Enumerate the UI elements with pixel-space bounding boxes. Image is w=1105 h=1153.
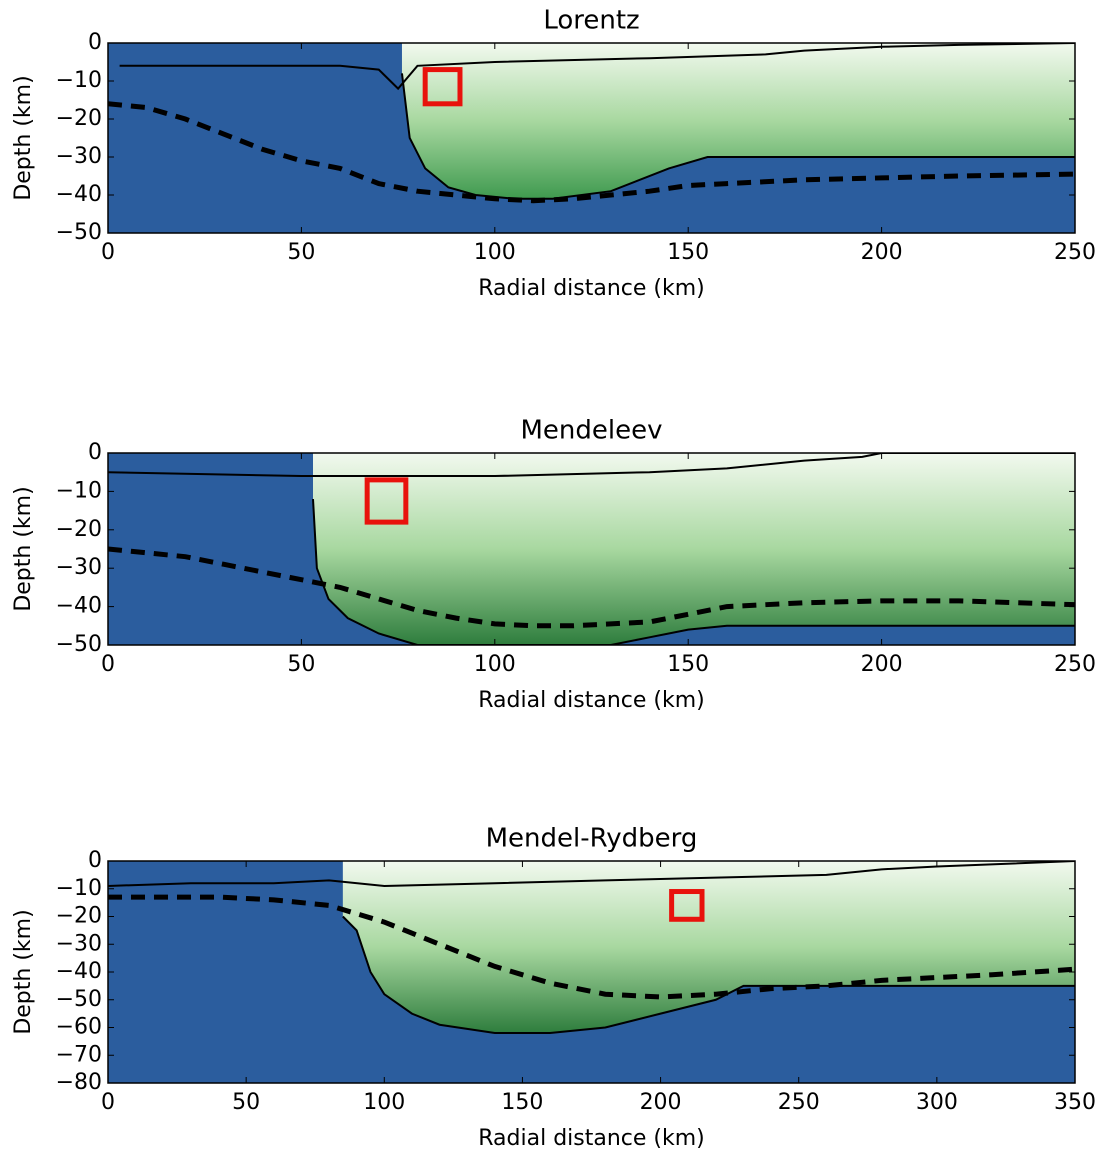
x-tick-label: 50 xyxy=(287,652,315,677)
y-tick-label: 0 xyxy=(88,848,102,873)
x-tick-label: 100 xyxy=(474,652,516,677)
x-axis-label: Radial distance (km) xyxy=(478,688,705,713)
y-tick-label: −10 xyxy=(56,876,102,901)
x-axis-label: Radial distance (km) xyxy=(478,276,705,301)
highlight-box xyxy=(422,67,463,107)
dashed-line xyxy=(108,894,1075,1000)
x-tick-label: 300 xyxy=(916,1090,958,1115)
x-tick-label: 0 xyxy=(101,652,115,677)
chart-title: Lorentz xyxy=(543,6,639,36)
y-tick-label: −40 xyxy=(56,182,102,207)
axes-frame xyxy=(107,452,1076,646)
y-tick-label: −50 xyxy=(56,987,102,1012)
y-axis-label: Depth (km) xyxy=(11,75,36,200)
y-axis-label: Depth (km) xyxy=(11,486,36,611)
dashed-line xyxy=(108,101,1075,204)
plot-area xyxy=(108,43,1075,233)
plot-area xyxy=(108,453,1075,645)
layer-fill xyxy=(313,453,1075,645)
y-tick-label: −10 xyxy=(56,68,102,93)
x-tick-label: 150 xyxy=(667,652,709,677)
layer-fill xyxy=(342,861,1075,1034)
y-tick-label: −40 xyxy=(56,594,102,619)
x-tick-label: 0 xyxy=(101,240,115,265)
chart-title: Mendeleev xyxy=(520,416,662,446)
x-tick-label: 350 xyxy=(1054,1090,1096,1115)
y-tick-label: −20 xyxy=(56,517,102,542)
dashed-line xyxy=(108,546,1075,629)
y-tick-label: −20 xyxy=(56,904,102,929)
x-tick-label: 250 xyxy=(1054,652,1096,677)
x-tick-label: 0 xyxy=(101,1090,115,1115)
y-tick-label: −30 xyxy=(56,144,102,169)
layer-fill xyxy=(401,43,1075,199)
x-tick-label: 100 xyxy=(474,240,516,265)
x-tick-label: 50 xyxy=(232,1090,260,1115)
y-tick-label: −50 xyxy=(56,632,102,657)
y-tick-label: −20 xyxy=(56,106,102,131)
y-axis-label: Depth (km) xyxy=(11,909,36,1034)
boundary-line xyxy=(108,861,1075,887)
boundary-line xyxy=(312,499,1075,645)
highlight-box xyxy=(364,477,409,525)
boundary-line xyxy=(342,915,1075,1035)
x-tick-label: 200 xyxy=(861,652,903,677)
x-tick-label: 50 xyxy=(287,240,315,265)
x-tick-label: 200 xyxy=(640,1090,682,1115)
highlight-box xyxy=(669,889,705,922)
x-axis-label: Radial distance (km) xyxy=(478,1126,705,1151)
boundary-line xyxy=(108,453,1075,478)
x-tick-label: 150 xyxy=(501,1090,543,1115)
y-tick-label: −70 xyxy=(56,1042,102,1067)
x-tick-label: 200 xyxy=(861,240,903,265)
x-tick-label: 150 xyxy=(667,240,709,265)
x-tick-label: 250 xyxy=(778,1090,820,1115)
y-tick-label: 0 xyxy=(88,30,102,55)
y-tick-label: −80 xyxy=(56,1070,102,1095)
plot-area xyxy=(108,861,1075,1083)
chart-title: Mendel-Rydberg xyxy=(486,824,698,854)
axes-frame xyxy=(107,42,1076,234)
y-tick-label: 0 xyxy=(88,440,102,465)
x-tick-label: 100 xyxy=(363,1090,405,1115)
y-tick-label: −30 xyxy=(56,931,102,956)
boundary-line xyxy=(119,43,1075,91)
y-tick-label: −30 xyxy=(56,555,102,580)
y-tick-label: −40 xyxy=(56,959,102,984)
x-tick-label: 250 xyxy=(1054,240,1096,265)
y-tick-label: −10 xyxy=(56,478,102,503)
y-tick-label: −60 xyxy=(56,1015,102,1040)
y-tick-label: −50 xyxy=(56,220,102,245)
